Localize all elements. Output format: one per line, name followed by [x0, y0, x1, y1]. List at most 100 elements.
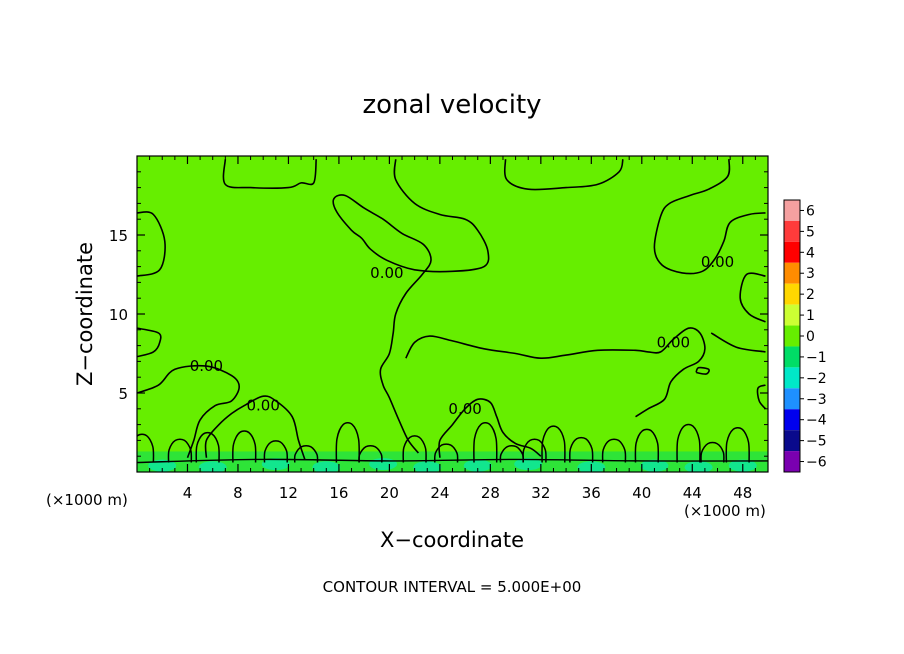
colorbar-label-0: 6: [806, 203, 815, 219]
colorbar-swatch-0: [784, 200, 800, 221]
colorbar-swatch-1: [784, 220, 800, 242]
surface-contour-6: [335, 422, 360, 463]
colorbar-label-3: 3: [806, 266, 815, 282]
contour-label-2: 0.00: [370, 264, 403, 282]
colorbar-swatch-2: [784, 241, 800, 263]
contour-label-1: 0.00: [246, 397, 279, 415]
contour-label-3: 0.00: [448, 400, 481, 418]
cool-cell-3: [312, 461, 341, 472]
colorbar-swatch-6: [784, 325, 800, 347]
contour-line-11: [756, 384, 767, 410]
x-unit-label-left: (×1000 m): [46, 491, 128, 509]
cool-cell-10: [684, 461, 713, 472]
y-tick-label-0: 5: [118, 385, 128, 403]
surface-contour-2: [195, 431, 220, 463]
colorbar-swatch-3: [784, 262, 800, 284]
colorbar-label-4: 2: [806, 287, 815, 303]
x-tick-label-5: 24: [430, 484, 449, 502]
plot-area: 0.000.000.000.000.000.00 4 8 12 16 20 24 28 32 3…: [109, 155, 769, 502]
y-axis-label: Z−coordinate: [73, 242, 97, 386]
colorbar-label-10: −4: [806, 413, 827, 429]
colorbar-label-7: −1: [806, 350, 827, 366]
contour-line-4: [137, 327, 162, 358]
colorbar-label-11: −5: [806, 434, 827, 450]
colorbar-label-9: −3: [806, 392, 827, 408]
x-tick-label-2: 12: [279, 484, 298, 502]
x-tick-label-4: 20: [380, 484, 399, 502]
contour-line-13: [710, 332, 766, 353]
colorbar-label-12: −6: [806, 455, 827, 471]
colorbar-label-5: 1: [806, 308, 815, 324]
x-tick-label-6: 28: [481, 484, 500, 502]
colorbar-swatch-7: [784, 346, 800, 368]
y-axis-ticks: 5 10 15: [109, 171, 768, 457]
cool-cell-2: [261, 458, 290, 471]
surface-contour-12: [522, 438, 547, 463]
cool-cell-9: [640, 459, 669, 472]
x-tick-label-11: 48: [733, 484, 752, 502]
surface-contour-13: [541, 425, 566, 463]
contour-line-10: [405, 327, 706, 418]
x-tick-label-0: 4: [183, 484, 193, 502]
colorbar-label-6: 0: [806, 329, 815, 345]
surface-contour-9: [433, 443, 459, 463]
contour-line-2: [503, 158, 624, 191]
surface-contour-14: [569, 436, 594, 463]
cool-cell-6: [463, 459, 492, 472]
surface-contour-10: [473, 422, 498, 463]
y-tick-label-1: 10: [109, 306, 128, 324]
x-axis-label: X−coordinate: [380, 528, 524, 552]
colorbar: 6 5 4 3 2 1 0 −1 −2 −3 −4 −5 −6: [783, 199, 827, 473]
surface-contour-19: [725, 426, 750, 463]
surface-contour-17: [676, 423, 701, 463]
surface-contour-18: [700, 441, 725, 463]
surface-contour-4: [263, 440, 289, 463]
surface-contour-3: [232, 430, 257, 463]
x-tick-label-1: 8: [233, 484, 243, 502]
colorbar-label-8: −2: [806, 371, 827, 387]
x-tick-label-7: 32: [531, 484, 550, 502]
colorbar-label-1: 5: [806, 224, 815, 240]
x-tick-label-8: 36: [582, 484, 601, 502]
contour-line-12: [695, 366, 710, 375]
contour-line-3: [137, 211, 166, 277]
x-tick-label-10: 44: [683, 484, 702, 502]
surface-cool-band: [137, 451, 768, 472]
x-tick-label-3: 16: [329, 484, 348, 502]
contour-line-7: [438, 398, 542, 458]
y-tick-label-2: 15: [109, 227, 128, 245]
surface-contour-7: [358, 445, 383, 463]
surface-contour-15: [601, 438, 627, 463]
contour-interval-footer: CONTOUR INTERVAL = 5.000E+00: [323, 578, 582, 596]
surface-contour-baseline: [137, 458, 768, 464]
cool-cell-7: [514, 458, 543, 471]
x-tick-label-9: 40: [632, 484, 651, 502]
chart-title: zonal velocity: [362, 90, 541, 120]
colorbar-swatch-8: [784, 367, 800, 389]
colorbar-swatch-4: [784, 283, 800, 305]
plot-background: [137, 156, 768, 472]
surface-contour-16: [634, 428, 660, 463]
colorbar-swatch-10: [784, 409, 800, 431]
contour-line-5: [137, 364, 241, 459]
colorbar-label-2: 4: [806, 245, 815, 261]
surface-contour-0: [137, 433, 155, 463]
cool-cell-0: [148, 459, 177, 472]
surface-contour-5: [293, 445, 319, 463]
contour-line-1: [332, 159, 490, 454]
cool-cell-5: [413, 461, 442, 472]
contour-line-8: [653, 159, 766, 275]
contour-labels: 0.00 0.00 0.00 0.00 0.00 0.00: [190, 253, 735, 418]
colorbar-swatch-9: [784, 388, 800, 410]
surface-contour-1: [167, 438, 193, 463]
contour-label-4: 0.00: [657, 333, 690, 351]
x-unit-label-right: (×1000 m): [684, 502, 766, 520]
contour-line-9: [739, 272, 766, 323]
colorbar-swatch-12: [784, 451, 800, 472]
cool-cell-1: [198, 461, 227, 472]
x-axis-ticks: 4 8 12 16 20 24 28 32 36 40 44 48: [149, 156, 756, 502]
contour-label-5: 0.00: [701, 253, 734, 271]
contour-label-0: 0.00: [190, 357, 223, 375]
contour-lines: [137, 158, 768, 464]
